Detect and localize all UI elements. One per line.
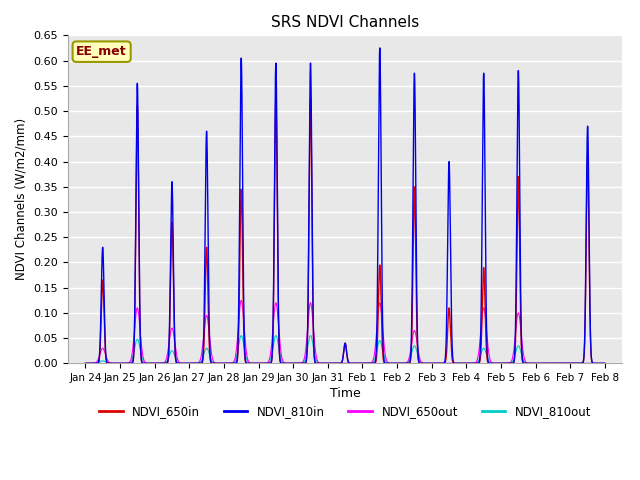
Legend: NDVI_650in, NDVI_810in, NDVI_650out, NDVI_810out: NDVI_650in, NDVI_810in, NDVI_650out, NDV… bbox=[94, 401, 596, 423]
Text: EE_met: EE_met bbox=[76, 45, 127, 58]
Y-axis label: NDVI Channels (W/m2/mm): NDVI Channels (W/m2/mm) bbox=[15, 118, 28, 280]
X-axis label: Time: Time bbox=[330, 387, 360, 400]
Title: SRS NDVI Channels: SRS NDVI Channels bbox=[271, 15, 419, 30]
